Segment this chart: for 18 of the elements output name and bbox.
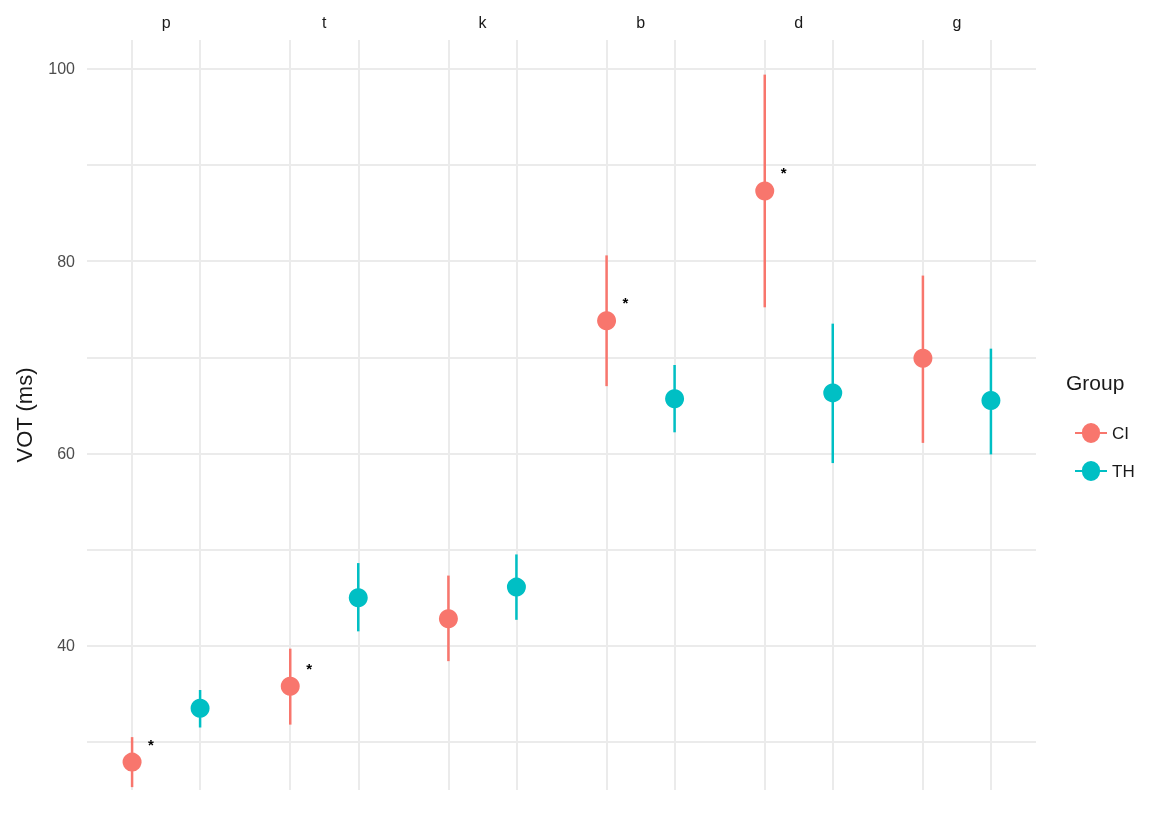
- legend-label: CI: [1112, 423, 1129, 443]
- x-tick-label: b: [636, 13, 646, 31]
- y-axis-title: VOT (ms): [11, 367, 37, 463]
- x-tick-label: g: [952, 13, 962, 31]
- data-label: *: [622, 294, 629, 312]
- y-tick-label: 80: [57, 252, 76, 270]
- x-tick-label: d: [794, 13, 804, 31]
- legend-title: Group: [1066, 371, 1125, 394]
- data-label: *: [780, 164, 787, 182]
- y-tick-label: 40: [57, 637, 76, 655]
- y-tick-label: 60: [57, 444, 76, 462]
- y-tick-label: 100: [48, 60, 76, 78]
- data-label: *: [306, 659, 313, 677]
- x-tick-label: p: [161, 13, 171, 31]
- legend-label: TH: [1112, 461, 1135, 481]
- data-label: *: [148, 735, 155, 753]
- x-tick-label: t: [322, 13, 328, 31]
- x-tick-label: k: [478, 13, 488, 31]
